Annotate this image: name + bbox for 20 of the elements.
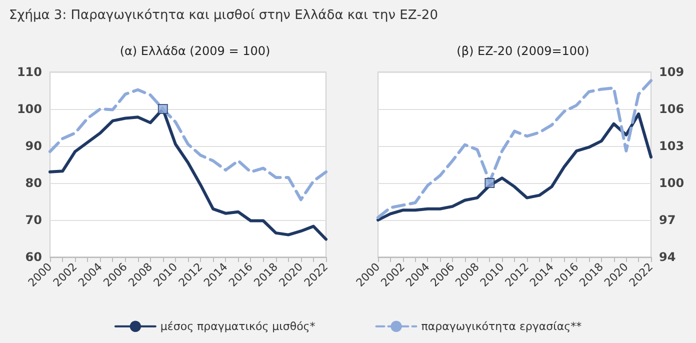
chart-title: Σχήμα 3: Παραγωγικότητα και μισθοί στην Ελλάδα και την ΕΖ-20 bbox=[9, 8, 438, 23]
line-series bbox=[376, 112, 652, 222]
y-tick-label: 100 bbox=[16, 102, 42, 116]
chart-subtitle: (α) Ελλάδα (2009 = 100) bbox=[120, 44, 270, 58]
y-tick-label: 100 bbox=[659, 176, 684, 190]
y-tick-label: 94 bbox=[659, 250, 676, 264]
y-tick-label: 70 bbox=[25, 213, 42, 227]
y-tick-label: 97 bbox=[659, 213, 676, 227]
legend-label: μέσος πραγματικός μισθός* bbox=[160, 320, 316, 333]
y-tick-label: 109 bbox=[659, 65, 684, 79]
line-series bbox=[376, 79, 652, 220]
y-tick-label: 110 bbox=[16, 65, 42, 79]
y-tick-label: 103 bbox=[659, 139, 684, 153]
chart-title: (β) EZ-20 (2009=100) bbox=[456, 44, 590, 58]
y-tick-label: 106 bbox=[659, 102, 684, 116]
legend-label: παραγωγικότητα εργασίας** bbox=[421, 320, 582, 333]
y-tick-label: 80 bbox=[25, 176, 42, 190]
y-tick-label: 60 bbox=[25, 250, 42, 264]
line-series bbox=[48, 88, 328, 202]
y-tick-label: 90 bbox=[25, 139, 42, 153]
